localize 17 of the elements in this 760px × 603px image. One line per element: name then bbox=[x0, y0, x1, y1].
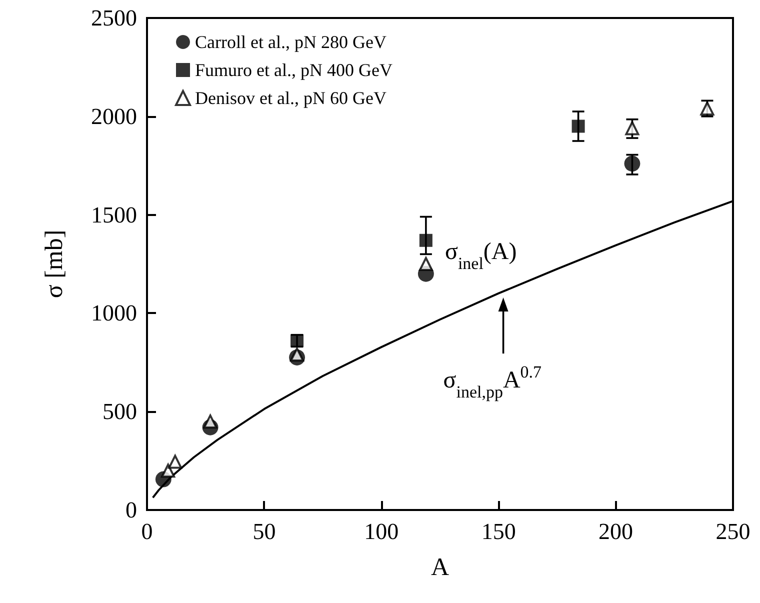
y-tick-label: 1000 bbox=[91, 300, 137, 326]
x-tick-label: 200 bbox=[598, 519, 634, 544]
x-tick-label: 150 bbox=[481, 519, 516, 544]
y-tick-label: 1500 bbox=[91, 202, 137, 228]
legend-label: Carroll et al., pN 280 GeV bbox=[195, 32, 386, 52]
legend-label: Fumuro et al., pN 400 GeV bbox=[195, 60, 392, 80]
y-tick-label: 0 bbox=[126, 498, 137, 522]
x-tick-label: 250 bbox=[716, 519, 750, 544]
legend-label: Denisov et al., pN 60 GeV bbox=[195, 88, 386, 108]
x-tick-label: 50 bbox=[252, 519, 276, 544]
y-tick-label: 2000 bbox=[91, 104, 137, 129]
x-axis-title: A bbox=[430, 554, 450, 581]
y-tick-label: 500 bbox=[102, 399, 137, 424]
y-axis-title: σ [mb] bbox=[41, 230, 68, 298]
x-tick-label: 100 bbox=[364, 519, 399, 544]
x-tick-label: 0 bbox=[141, 519, 153, 544]
y-tick-label: 2500 bbox=[91, 6, 137, 30]
